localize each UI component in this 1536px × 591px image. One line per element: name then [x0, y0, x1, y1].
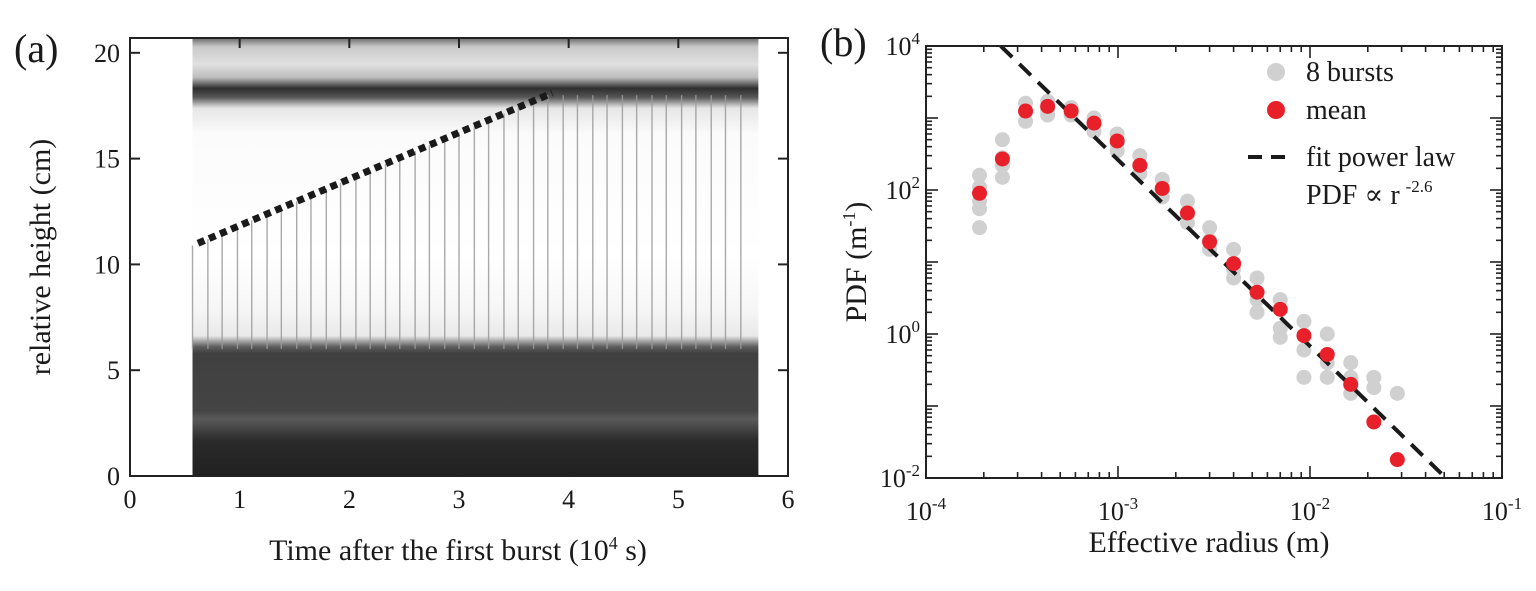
- plot-frame-b: [925, 45, 1503, 479]
- panel-b: (b) 10-4 10-3 10-2 10-1 10-2 100 102 104 8 burs…: [820, 20, 1522, 559]
- y-tick-label: 102: [886, 173, 921, 205]
- x-tick-label: 5: [672, 485, 685, 514]
- legend-fit-formula: PDF ∝ r -2.6: [1306, 177, 1433, 211]
- burst-point: [1249, 304, 1265, 320]
- axis-ticks-b: 10-4 10-3 10-2 10-1 10-2 100 102 104: [880, 29, 1522, 526]
- burst-point: [994, 169, 1010, 185]
- burst-point: [972, 201, 988, 217]
- mean-point: [1179, 205, 1195, 221]
- mean-point: [1040, 98, 1056, 114]
- x-tick-label: 10-1: [1482, 494, 1522, 526]
- mean-point: [1366, 414, 1382, 430]
- x-tick-label: 10-2: [1290, 494, 1330, 526]
- mean-point: [1343, 376, 1359, 392]
- x-tick-label: 10-4: [906, 494, 947, 526]
- y-tick-label: 100: [886, 317, 921, 349]
- mean-point: [972, 185, 988, 201]
- x-axis-label-a: Time after the first burst (104 s): [269, 533, 647, 567]
- y-axis-label-a: relative height (cm): [24, 139, 57, 376]
- burst-point: [972, 167, 988, 183]
- burst-point: [1319, 369, 1335, 385]
- burst-point: [1202, 220, 1218, 236]
- mean-point: [1389, 452, 1405, 468]
- mean-point: [1109, 133, 1125, 149]
- burst-point: [972, 220, 988, 236]
- burst-point: [1249, 270, 1265, 286]
- burst-point: [1296, 369, 1312, 385]
- legend: 8 bursts mean fit power law PDF ∝ r -2.6: [1248, 57, 1456, 211]
- x-tick-label: 1: [233, 485, 246, 514]
- burst-point: [1226, 241, 1242, 257]
- burst-point: [1366, 369, 1382, 385]
- axis-ticks-a: 0 1 2 3 4 5 6 0 5 10 15 20: [94, 38, 795, 514]
- mean-point: [1063, 103, 1079, 119]
- mean-point: [1319, 346, 1335, 362]
- burst-point: [1296, 313, 1312, 329]
- mean-point: [1272, 301, 1288, 317]
- legend-label-fit: fit power law: [1306, 142, 1456, 173]
- mean-point: [1249, 284, 1265, 300]
- x-tick-label: 10-3: [1098, 494, 1138, 526]
- x-tick-label: 3: [453, 485, 466, 514]
- burst-stripes: [191, 95, 742, 350]
- mean-point: [1086, 115, 1102, 131]
- mean-point: [1154, 180, 1170, 196]
- legend-marker-bursts: [1267, 63, 1285, 81]
- panel-b-label: (b): [820, 20, 867, 65]
- legend-label-mean: mean: [1306, 95, 1367, 126]
- x-tick-label: 0: [124, 485, 137, 514]
- mean-point: [994, 151, 1010, 167]
- burst-point: [1389, 385, 1405, 401]
- y-tick-label: 10: [94, 250, 120, 279]
- burst-point: [1319, 326, 1335, 342]
- burst-point: [1366, 380, 1382, 396]
- legend-marker-mean: [1267, 101, 1285, 119]
- y-tick-label: 20: [94, 39, 120, 68]
- x-tick-label: 6: [782, 485, 795, 514]
- legend-label-bursts: 8 bursts: [1306, 57, 1394, 88]
- dotted-trend-line: [196, 89, 554, 247]
- y-tick-label: 10-2: [880, 461, 920, 493]
- y-axis-label-b: PDF (m-1): [839, 202, 873, 323]
- series-mean: [972, 98, 1405, 468]
- y-tick-label: 0: [107, 462, 120, 491]
- burst-point: [994, 132, 1010, 148]
- mean-point: [1296, 328, 1312, 344]
- y-tick-label: 104: [886, 29, 921, 61]
- burst-point: [1226, 270, 1242, 286]
- x-axis-label-b: Effective radius (m): [1088, 526, 1329, 559]
- y-tick-label: 15: [94, 145, 120, 174]
- panel-a: (a) 0 1 2 3 4 5 6 0 5 10 15 20 Time after the first…: [14, 26, 795, 567]
- heatmap-image: [192, 38, 759, 476]
- burst-point: [1179, 193, 1195, 209]
- x-tick-label: 2: [343, 485, 356, 514]
- burst-point: [1272, 329, 1288, 345]
- burst-point: [1018, 113, 1034, 129]
- mean-point: [1018, 103, 1034, 119]
- mean-point: [1132, 157, 1148, 173]
- y-tick-label: 5: [107, 356, 120, 385]
- mean-point: [1202, 234, 1218, 250]
- series-8-bursts: [972, 93, 1405, 401]
- panel-a-label: (a): [14, 26, 58, 71]
- x-tick-label: 4: [562, 485, 575, 514]
- mean-point: [1226, 256, 1242, 272]
- burst-point: [1343, 355, 1359, 371]
